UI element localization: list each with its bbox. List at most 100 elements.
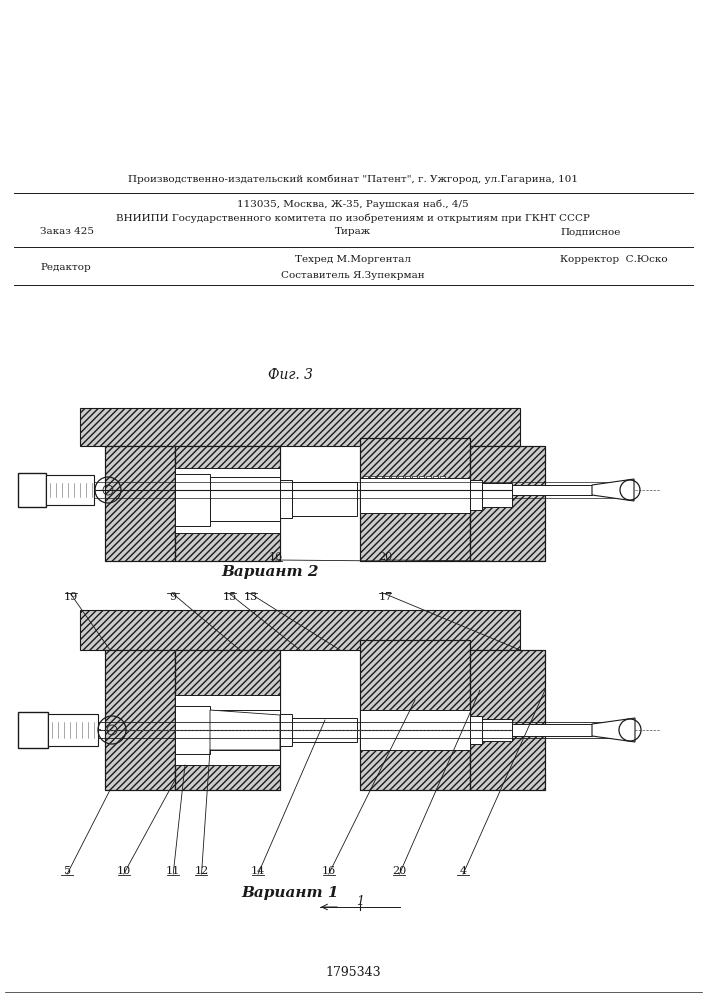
Bar	[376, 734, 381, 746]
Bar	[360, 640, 470, 790]
Bar	[175, 650, 280, 790]
Bar	[482, 483, 512, 507]
Bar	[433, 476, 438, 487]
Bar	[412, 493, 417, 504]
Bar	[440, 476, 445, 487]
Bar	[418, 714, 423, 726]
Bar	[426, 493, 431, 504]
Bar	[512, 724, 592, 736]
Bar	[512, 485, 592, 495]
Bar	[439, 734, 444, 746]
Bar	[377, 493, 382, 504]
Text: 1795343: 1795343	[325, 966, 381, 978]
Text: 9: 9	[170, 592, 177, 602]
Text: Производственно-издательский комбинат "Патент", г. Ужгород, ул.Гагарина, 101: Производственно-издательский комбинат "П…	[128, 174, 578, 184]
Text: 113035, Москва, Ж-35, Раушская наб., 4/5: 113035, Москва, Ж-35, Раушская наб., 4/5	[237, 199, 469, 209]
Bar	[363, 493, 368, 504]
Text: 4: 4	[460, 866, 467, 876]
Text: Заказ 425: Заказ 425	[40, 228, 94, 236]
Bar	[363, 476, 368, 487]
Text: 14: 14	[251, 866, 265, 876]
Text: Техред М.Моргентал: Техред М.Моргентал	[295, 255, 411, 264]
Bar	[470, 650, 545, 790]
Bar	[80, 408, 520, 446]
Bar	[419, 493, 424, 504]
Polygon shape	[210, 710, 280, 750]
Bar	[175, 446, 280, 561]
Bar	[384, 476, 389, 487]
Bar	[432, 714, 437, 726]
Bar	[360, 478, 470, 513]
Bar	[105, 446, 175, 561]
Text: Вариант 2: Вариант 2	[221, 565, 319, 579]
Bar	[397, 714, 402, 726]
Bar	[377, 476, 382, 487]
Bar	[412, 476, 417, 487]
Bar	[482, 719, 512, 741]
Bar	[175, 695, 280, 765]
Text: 13: 13	[244, 592, 258, 602]
Bar	[105, 446, 175, 561]
Text: Редактор: Редактор	[40, 262, 90, 271]
Bar	[210, 710, 280, 750]
Bar	[425, 714, 430, 726]
Bar	[383, 734, 388, 746]
Bar	[175, 706, 210, 754]
Bar	[405, 476, 410, 487]
Bar	[432, 734, 437, 746]
Bar	[398, 493, 403, 504]
Bar	[360, 710, 470, 750]
Text: Фиг. 3: Фиг. 3	[267, 368, 312, 382]
Bar	[362, 714, 367, 726]
Bar	[370, 493, 375, 504]
Bar	[360, 640, 470, 790]
Bar	[280, 714, 292, 746]
Bar	[391, 493, 396, 504]
Bar	[18, 473, 46, 507]
Bar	[425, 734, 430, 746]
Bar	[46, 475, 94, 505]
Bar	[362, 734, 367, 746]
Bar	[470, 716, 482, 744]
Bar	[470, 446, 545, 561]
Text: Корректор  С.Юско: Корректор С.Юско	[560, 255, 667, 264]
Text: 19: 19	[64, 592, 78, 602]
Text: Вариант 1: Вариант 1	[241, 886, 339, 900]
Text: 10: 10	[117, 866, 131, 876]
Polygon shape	[592, 479, 634, 501]
Bar	[411, 714, 416, 726]
Bar	[391, 476, 396, 487]
Text: Подписное: Подписное	[560, 228, 620, 236]
Bar	[470, 480, 482, 510]
Bar	[418, 734, 423, 746]
Bar	[80, 610, 520, 650]
Bar	[383, 714, 388, 726]
Bar	[390, 714, 395, 726]
Text: 16: 16	[269, 552, 283, 562]
Text: 15: 15	[223, 592, 237, 602]
Bar	[48, 714, 98, 746]
Bar	[470, 446, 545, 561]
Bar	[18, 712, 48, 748]
Bar	[426, 476, 431, 487]
Bar	[105, 650, 175, 790]
Bar	[175, 474, 210, 526]
Text: 12: 12	[194, 866, 209, 876]
Text: Составитель Я.Зупекрман: Составитель Я.Зупекрман	[281, 270, 425, 279]
Bar	[360, 438, 470, 561]
Bar	[292, 482, 357, 516]
Text: 20: 20	[378, 552, 392, 562]
Bar	[280, 480, 292, 518]
Bar	[175, 650, 280, 790]
Bar	[405, 493, 410, 504]
Bar	[210, 477, 280, 521]
Text: 16: 16	[322, 866, 336, 876]
Bar	[384, 493, 389, 504]
Bar	[292, 718, 357, 742]
Bar	[175, 468, 280, 533]
Bar	[404, 714, 409, 726]
Bar	[105, 650, 175, 790]
Bar	[439, 714, 444, 726]
Text: 1: 1	[356, 895, 364, 908]
Text: Тираж: Тираж	[335, 228, 371, 236]
